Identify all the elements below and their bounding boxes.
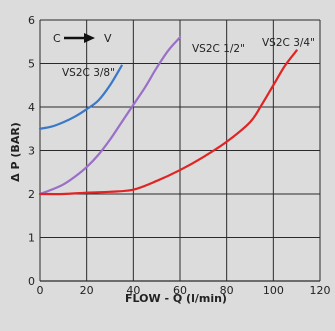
x-tick-label: 0 bbox=[37, 284, 44, 297]
x-tick-label: 100 bbox=[263, 284, 284, 297]
y-tick-label: 6 bbox=[28, 14, 35, 27]
x-tick-label: 40 bbox=[126, 284, 140, 297]
x-axis-title: FLOW - Q (l/min) bbox=[125, 292, 227, 305]
series-line-0 bbox=[38, 64, 123, 130]
label-layer: VS2C 3/8" VS2C 1/2" VS2C 3/4" bbox=[62, 37, 315, 79]
y-tick-label: 4 bbox=[28, 101, 35, 114]
y-tick-label: 5 bbox=[28, 58, 35, 71]
y-axis-title: Δ P (BAR) bbox=[9, 122, 22, 182]
flow-to-label: V bbox=[104, 32, 112, 45]
y-tick-label: 0 bbox=[28, 275, 35, 288]
y-tick-label: 2 bbox=[28, 188, 35, 201]
series-line-2 bbox=[38, 49, 298, 196]
series-label-0: VS2C 3/8" bbox=[62, 67, 115, 79]
x-tick-label: 80 bbox=[220, 284, 234, 297]
x-tick-label: 20 bbox=[80, 284, 94, 297]
series-label-1: VS2C 1/2" bbox=[192, 43, 245, 55]
flow-direction-annotation: C V bbox=[53, 32, 112, 45]
series-line-1 bbox=[38, 36, 182, 196]
flow-arrow-icon bbox=[84, 33, 95, 43]
grid-layer bbox=[39, 19, 321, 282]
y-tick-label: 3 bbox=[28, 145, 35, 158]
y-tick-label: 1 bbox=[28, 232, 35, 245]
series-label-2: VS2C 3/4" bbox=[262, 37, 315, 49]
flow-from-label: C bbox=[53, 32, 61, 45]
x-tick-label: 60 bbox=[173, 284, 187, 297]
x-tick-label: 120 bbox=[310, 284, 331, 297]
tick-layer: 0 20 40 60 80 100 120 0 1 2 3 4 5 6 bbox=[28, 14, 331, 297]
series-layer bbox=[38, 36, 298, 196]
